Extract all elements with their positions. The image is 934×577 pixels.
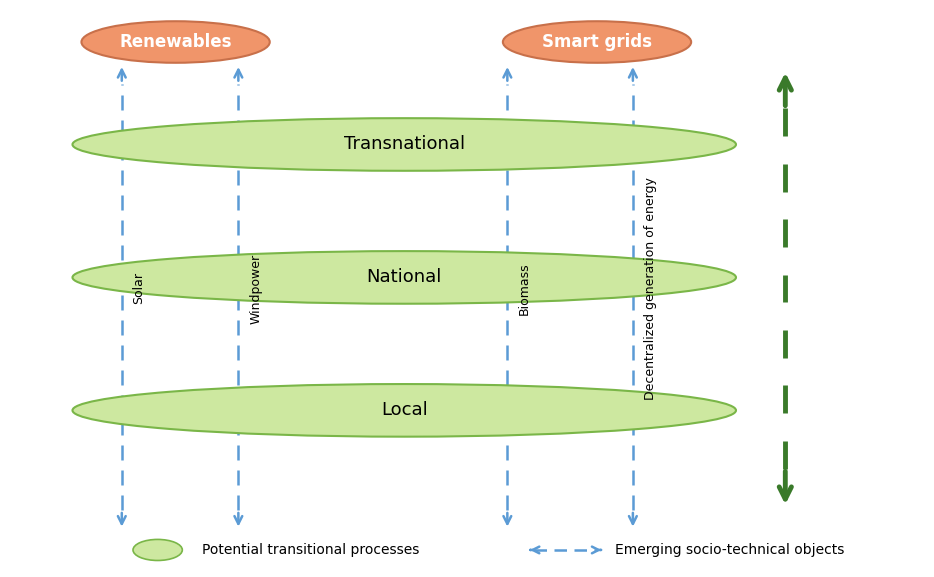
Text: Local: Local [381, 402, 428, 419]
Text: National: National [366, 268, 442, 286]
Ellipse shape [73, 384, 736, 437]
Text: Biomass: Biomass [518, 262, 531, 315]
Text: Smart grids: Smart grids [542, 33, 652, 51]
Ellipse shape [133, 539, 182, 560]
Text: Emerging socio-technical objects: Emerging socio-technical objects [615, 543, 844, 557]
Ellipse shape [502, 21, 691, 63]
Ellipse shape [73, 118, 736, 171]
Text: Decentralized generation of energy: Decentralized generation of energy [644, 177, 657, 400]
Ellipse shape [81, 21, 270, 63]
Ellipse shape [73, 251, 736, 304]
Text: Solar: Solar [133, 272, 146, 305]
Text: Renewables: Renewables [120, 33, 232, 51]
Text: Windpower: Windpower [249, 253, 262, 324]
Text: Potential transitional processes: Potential transitional processes [203, 543, 420, 557]
Text: Transnational: Transnational [344, 136, 465, 153]
